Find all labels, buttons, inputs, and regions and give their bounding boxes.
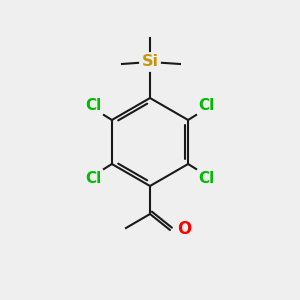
- Text: Cl: Cl: [198, 171, 214, 186]
- Text: Cl: Cl: [198, 98, 214, 113]
- Text: O: O: [177, 220, 191, 238]
- Text: Cl: Cl: [85, 171, 102, 186]
- Text: Si: Si: [142, 55, 158, 70]
- Text: Cl: Cl: [85, 98, 102, 113]
